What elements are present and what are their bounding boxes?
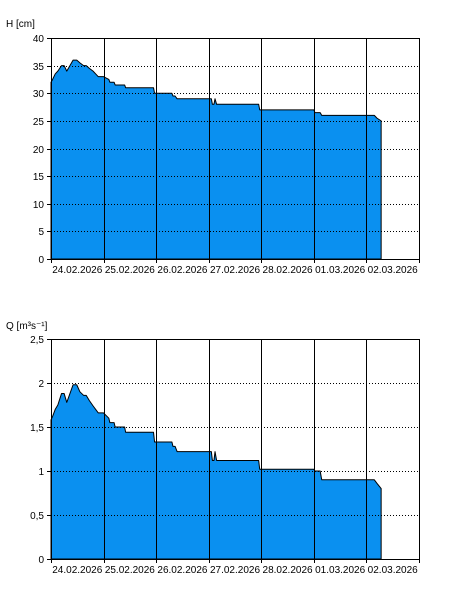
x-tick-label: 28.02.2026 — [263, 565, 313, 576]
x-tick-label: 24.02.2026 — [52, 265, 102, 276]
y-tick-label: 25 — [33, 117, 45, 128]
y-tick-label: 1 — [38, 467, 44, 478]
x-tick-label: 02.03.2026 — [368, 265, 418, 276]
x-tick-label: 26.02.2026 — [157, 565, 207, 576]
plot-frame — [51, 339, 420, 560]
y-tick-label: 0 — [38, 555, 44, 566]
ylabel-water-level: H [cm] — [6, 19, 35, 30]
y-tick-label: 0 — [38, 255, 44, 266]
x-tick-label: 27.02.2026 — [210, 565, 260, 576]
x-tick-label: 28.02.2026 — [263, 265, 313, 276]
y-tick-label: 1,5 — [30, 423, 44, 434]
discharge-chart: Q [m³s⁻¹] 0 0,5 1 1,5 2 2,5 24.02.2026 25.02.20… — [6, 321, 420, 576]
y-tick-label: 5 — [38, 227, 44, 238]
y-tick-label: 0,5 — [30, 511, 44, 522]
x-tick-label: 24.02.2026 — [52, 565, 102, 576]
x-tick-label: 25.02.2026 — [105, 565, 155, 576]
x-tick-label: 27.02.2026 — [210, 265, 260, 276]
plot-frame — [51, 38, 420, 260]
x-tick-label: 02.03.2026 — [368, 565, 418, 576]
y-tick-label: 20 — [33, 145, 45, 156]
y-tick-label: 35 — [33, 62, 45, 73]
series-area-0 — [50, 59, 382, 260]
y-tick-label: 2 — [38, 379, 44, 390]
y-tick-label: 10 — [33, 200, 45, 211]
y-tick-label: 40 — [33, 34, 45, 45]
x-tick-label: 25.02.2026 — [105, 265, 155, 276]
water-level-chart: H [cm] 0 5 10 15 20 25 30 35 40 24.02.2026 25.02.2… — [6, 19, 420, 276]
x-tick-label: 01.03.2026 — [315, 565, 365, 576]
ylabel-discharge: Q [m³s⁻¹] — [6, 321, 48, 332]
y-tick-label: 2,5 — [30, 335, 44, 346]
y-tick-label: 30 — [33, 89, 45, 100]
y-tick-label: 15 — [33, 172, 45, 183]
x-tick-label: 01.03.2026 — [315, 265, 365, 276]
x-tick-label: 26.02.2026 — [157, 265, 207, 276]
